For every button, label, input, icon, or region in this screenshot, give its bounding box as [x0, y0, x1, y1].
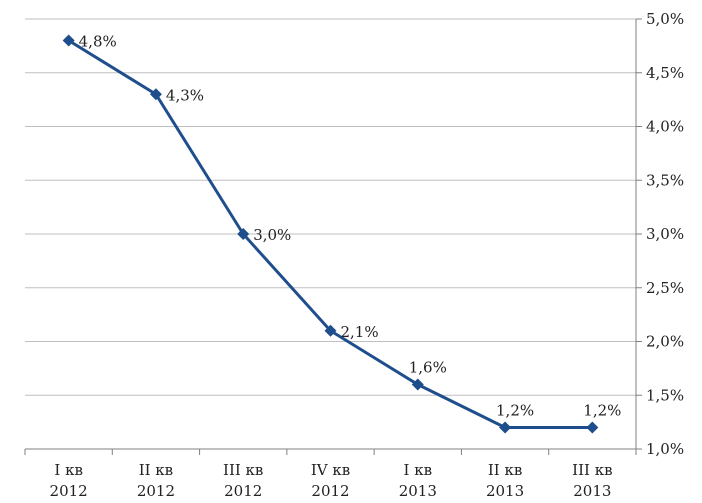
- y-axis-ticks: 1,0% 1,5% 2,0% 2,5% 3,0% 3,5% 4,0% 4,5% 5,0%: [636, 10, 684, 458]
- x-axis-ticks: I кв 2012 II кв 2012 III кв 2012 IV кв 2012 I кв…: [24, 449, 637, 500]
- x-tick-label: III кв: [223, 461, 263, 479]
- x-tick-label: 2012: [50, 482, 88, 500]
- y-tick-label: 2,5%: [646, 279, 684, 297]
- y-tick-label: 2,0%: [646, 333, 684, 351]
- data-point: [586, 421, 599, 434]
- data-label: 4,3%: [166, 86, 204, 104]
- data-label: 1,6%: [409, 359, 447, 377]
- x-tick-label: II кв: [488, 461, 522, 479]
- data-label: 4,8%: [79, 33, 117, 51]
- data-point: [149, 88, 162, 101]
- data-label: 2,1%: [341, 323, 379, 341]
- x-tick-label: 2012: [224, 482, 262, 500]
- x-tick-label: IV кв: [311, 461, 350, 479]
- data-point: [411, 378, 424, 391]
- data-point: [324, 324, 337, 337]
- x-tick-label: I кв: [54, 461, 83, 479]
- x-tick-label: 2012: [311, 482, 349, 500]
- x-tick-label: 2013: [573, 482, 611, 500]
- x-tick-label: I кв: [404, 461, 433, 479]
- gridlines: [25, 18, 636, 396]
- x-tick-label: II кв: [139, 461, 173, 479]
- y-tick-label: 4,0%: [646, 118, 684, 136]
- data-point: [499, 421, 512, 434]
- x-tick-label: 2012: [137, 482, 175, 500]
- y-tick-label: 1,0%: [646, 440, 684, 458]
- data-point: [237, 228, 250, 240]
- y-tick-label: 3,0%: [646, 225, 684, 243]
- y-tick-label: 4,5%: [646, 64, 684, 82]
- data-label: 1,2%: [496, 402, 534, 420]
- series-group: [62, 34, 599, 434]
- x-tick-label: 2013: [486, 482, 524, 500]
- y-tick-label: 1,5%: [646, 386, 684, 404]
- y-tick-label: 5,0%: [646, 10, 684, 28]
- x-tick-label: 2013: [399, 482, 437, 500]
- data-label: 1,2%: [583, 402, 621, 420]
- x-tick-label: III кв: [572, 461, 612, 479]
- y-tick-label: 3,5%: [646, 171, 684, 189]
- data-label: 3,0%: [253, 226, 291, 244]
- data-labels: 4,8% 4,3% 3,0% 2,1% 1,6% 1,2% 1,2%: [79, 33, 622, 420]
- data-point: [62, 34, 75, 47]
